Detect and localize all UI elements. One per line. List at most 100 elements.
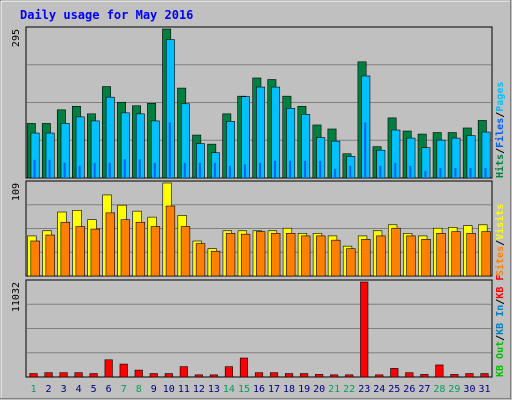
bar-kb-f: [375, 374, 384, 378]
bar-files: [198, 162, 201, 178]
bar-sites: [225, 233, 236, 277]
day-label: 18: [283, 384, 295, 395]
day-label: 1: [31, 384, 37, 395]
bar-files: [379, 165, 382, 178]
bar-sites: [165, 205, 176, 277]
chart-title: Daily usage for May 2016: [20, 8, 193, 22]
day-label: 19: [298, 384, 310, 395]
bar-sites: [75, 226, 85, 277]
legend-item: Sites: [494, 246, 506, 276]
bar-sites: [406, 235, 416, 277]
day-label: 12: [193, 384, 205, 395]
panel-top-legend: Hits/Files/Pages: [494, 82, 506, 178]
bar-files: [78, 165, 81, 178]
bar-files: [153, 162, 156, 178]
bar-sites: [210, 250, 221, 277]
legend-separator: /: [495, 148, 506, 154]
bar-sites: [60, 221, 70, 277]
bar-files: [108, 162, 111, 178]
bar-kb-f: [209, 374, 218, 378]
bar-sites: [346, 248, 356, 277]
bar-kb-f: [44, 372, 53, 378]
day-label: 25: [388, 384, 400, 395]
day-label: 11: [178, 384, 190, 395]
legend-item: Visits: [494, 204, 506, 240]
bar-kb-f: [435, 364, 444, 378]
bar-sites: [286, 233, 296, 277]
bar-sites: [451, 231, 461, 277]
bar-kb-f: [224, 366, 233, 378]
legend-separator: /: [495, 335, 506, 341]
bar-files: [213, 162, 216, 178]
bar-sites: [135, 221, 146, 277]
day-label: 3: [61, 384, 67, 395]
bar-files: [454, 167, 457, 178]
bar-kb-f: [405, 372, 414, 378]
panel-bottom: [25, 279, 493, 378]
bar-kb-f: [300, 373, 309, 378]
day-label: 24: [373, 384, 385, 395]
bar-kb-f: [315, 374, 324, 378]
panel-middle: [25, 180, 493, 277]
bar-sites: [421, 239, 431, 277]
bar-files: [349, 165, 352, 178]
bar-kb-f: [269, 372, 279, 378]
bar-files: [93, 162, 96, 178]
day-label: 26: [403, 384, 415, 395]
bar-files: [364, 122, 367, 178]
panel-middle-legend: Sites/Visits: [494, 204, 506, 276]
legend-separator: /: [495, 299, 506, 305]
bar-sites: [150, 226, 161, 277]
bar-kb-f: [360, 281, 369, 378]
bar-sites: [391, 227, 401, 277]
bar-sites: [301, 235, 311, 277]
day-label: 23: [358, 384, 370, 395]
bar-kb-f: [119, 363, 128, 378]
bar-sites: [120, 219, 131, 277]
panel-middle-max-label: 109: [11, 183, 22, 201]
bar-sites: [271, 233, 281, 277]
labels-layer: 295Hits/Files/Pages109Sites/Visits11032K…: [11, 29, 506, 395]
bar-files: [304, 160, 307, 178]
bar-sites: [331, 239, 341, 277]
day-label: 4: [76, 384, 82, 395]
day-label: 2: [46, 384, 52, 395]
bar-kb-f: [89, 373, 98, 378]
bar-files: [33, 159, 36, 178]
bar-files: [289, 160, 292, 178]
bar-files: [183, 162, 186, 178]
day-label: 9: [151, 384, 157, 395]
day-label: 20: [313, 384, 325, 395]
bar-files: [168, 122, 171, 178]
panel-bottom-max-label: 11032: [11, 282, 22, 312]
day-label: 15: [238, 384, 250, 395]
bar-files: [469, 167, 472, 178]
day-label: 22: [343, 384, 355, 395]
bar-files: [63, 162, 66, 178]
legend-item: KB In: [495, 305, 506, 335]
bar-sites: [195, 243, 206, 277]
bar-kb-f: [480, 373, 489, 378]
bar-sites: [90, 228, 100, 277]
day-label: 27: [418, 384, 430, 395]
bar-kb-f: [420, 374, 429, 378]
bar-kb-f: [194, 374, 203, 378]
bar-sites: [436, 233, 446, 277]
legend-item: Hits: [494, 154, 506, 178]
bar-sites: [105, 212, 115, 277]
bar-kb-f: [149, 373, 158, 378]
day-label: 21: [328, 384, 340, 395]
day-label: 16: [253, 384, 265, 395]
bar-files: [228, 165, 231, 178]
day-label: 8: [136, 384, 142, 395]
bar-kb-f: [104, 359, 113, 378]
bar-files: [123, 159, 126, 178]
bar-kb-f: [450, 374, 459, 378]
panels-layer: [25, 26, 493, 378]
bar-kb-f: [285, 373, 294, 378]
bar-files: [439, 167, 442, 178]
legend-item: KB F: [495, 275, 506, 299]
bar-kb-f: [254, 372, 264, 378]
legend-item: Pages: [495, 82, 506, 112]
